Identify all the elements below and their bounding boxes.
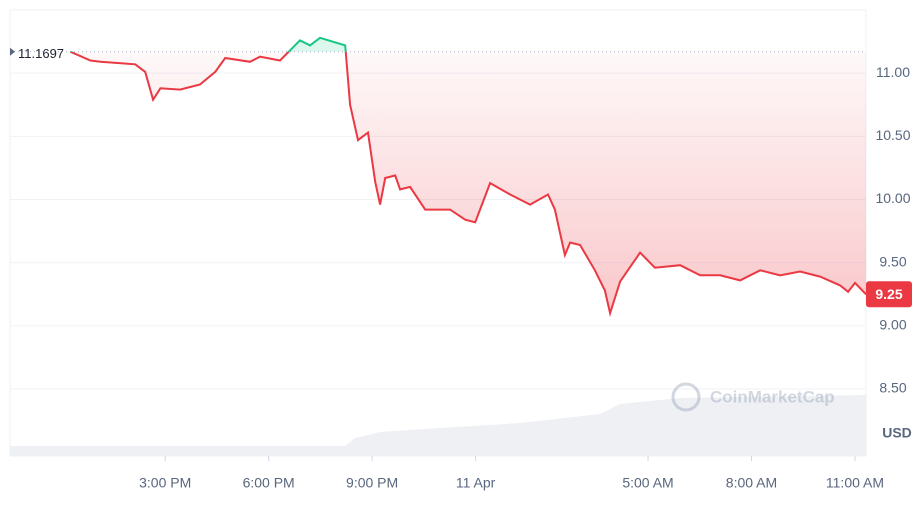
y-tick-label: 8.50 <box>879 380 906 396</box>
currency-label: USD <box>882 425 912 441</box>
price-line-down <box>69 51 867 318</box>
x-tick-label: 11:00 AM <box>826 475 884 491</box>
baseline-marker <box>10 47 15 56</box>
x-tick-label: 11 Apr <box>456 475 496 491</box>
watermark-text: CoinMarketCap <box>710 387 835 406</box>
y-tick-label: 10.50 <box>875 127 910 143</box>
price-tag-label: 9.25 <box>875 286 902 302</box>
y-tick-label: 9.50 <box>879 253 906 269</box>
x-tick-label: 8:00 AM <box>726 475 777 491</box>
price-tag <box>866 281 912 308</box>
y-tick-label: 10.00 <box>875 190 910 206</box>
x-tick-label: 3:00 PM <box>139 475 191 491</box>
area-below <box>70 51 866 314</box>
watermark-logo <box>671 382 701 412</box>
x-tick-label: 5:00 AM <box>622 475 673 491</box>
volume-area <box>10 395 866 456</box>
x-tick-label: 6:00 PM <box>243 475 295 491</box>
watermark: CoinMarketCap <box>671 382 835 412</box>
y-tick-label: 11.00 <box>876 64 910 80</box>
y-tick-label: 9.00 <box>879 317 906 333</box>
baseline-label: 11.1697 <box>18 46 64 61</box>
x-tick-label: 9:00 PM <box>346 475 398 491</box>
